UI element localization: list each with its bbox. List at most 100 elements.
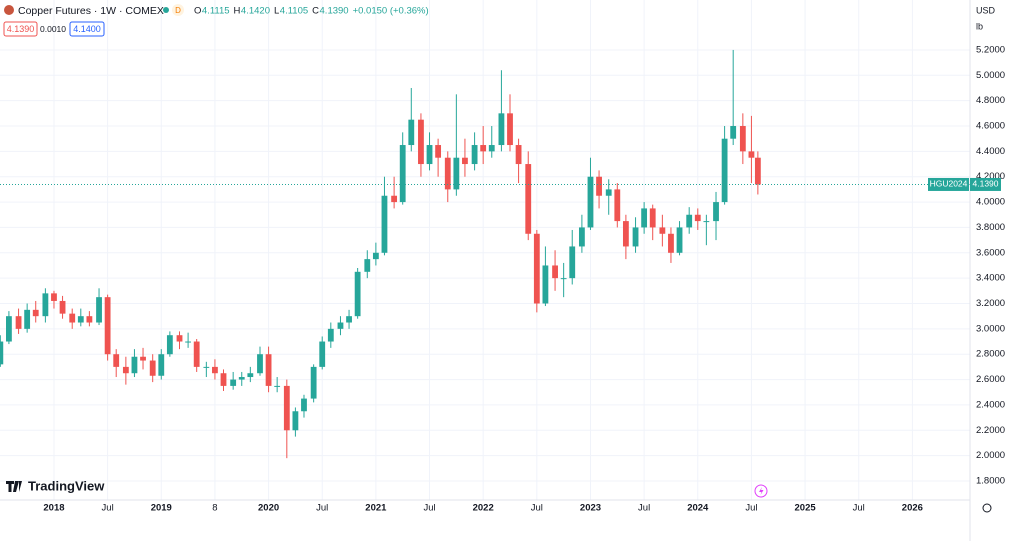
candle-body [238, 377, 245, 380]
candle-body [676, 227, 683, 253]
y-tick-label: 2.8000 [976, 349, 1005, 360]
x-tick-label: 2021 [365, 503, 387, 514]
y-tick-label: 5.2000 [976, 44, 1005, 55]
settings-icon[interactable] [982, 503, 992, 513]
y-tick-label: 5.0000 [976, 70, 1005, 81]
candle-body [444, 157, 451, 190]
candle-body [569, 246, 576, 279]
candle-body [587, 176, 594, 228]
candle-body [0, 341, 4, 365]
y-tick-label: 3.4000 [976, 273, 1005, 284]
unit[interactable]: lb [976, 21, 983, 31]
candle-body [220, 373, 227, 386]
x-tick-label: 2024 [687, 503, 709, 514]
candle-body [86, 316, 93, 323]
candle-body [203, 366, 210, 368]
candle-body [364, 259, 371, 272]
ohlc-legend: O 4.1115 H 4.1420 L 4.1105 C 4.1390 +0.0150 (+0.… [194, 6, 429, 17]
candle-body [408, 119, 415, 146]
ask-tag-box [69, 21, 105, 37]
candle-body [552, 265, 558, 279]
ohlc-key: H [234, 6, 241, 17]
candle-body [113, 354, 120, 367]
candle-body [748, 151, 755, 158]
candle-body [754, 157, 761, 185]
bid-tag-box [3, 21, 38, 37]
candle-body [399, 145, 406, 203]
candle-body [158, 354, 165, 376]
ohlc-value: 4.1105 [280, 6, 308, 17]
x-tick-label: Jul [102, 503, 114, 514]
candle-body [686, 214, 693, 228]
ohlc-key: C [312, 6, 319, 17]
candle-body [283, 385, 290, 431]
ask-tag: 4.1400 [73, 24, 101, 34]
y-tick-label: 4.0000 [976, 197, 1005, 208]
candle-body [525, 164, 532, 234]
candle-body [59, 300, 66, 314]
candle-body [596, 176, 602, 196]
flag-bg [172, 4, 184, 16]
symbol-tag-box [928, 177, 969, 191]
candle-body [721, 138, 728, 203]
candle-body [435, 145, 442, 158]
candle-body [69, 313, 76, 323]
candle-body [327, 328, 334, 342]
candle-body [381, 195, 388, 253]
candle-body [498, 113, 505, 146]
candle-body [533, 233, 540, 304]
x-tick-label: Jul [853, 503, 865, 514]
y-tick-label: 1.8000 [976, 475, 1005, 486]
branding: TradingView [28, 478, 105, 493]
candle-body [104, 297, 111, 355]
candle-body [140, 356, 146, 361]
spread-tag: 0.0010 [40, 24, 66, 34]
candle-body [471, 145, 478, 165]
candle-body [641, 208, 648, 228]
candle-body [193, 341, 200, 367]
ohlc-value: 4.1115 [202, 6, 230, 17]
candle-body [713, 202, 719, 222]
y-tick-label: 3.2000 [976, 298, 1005, 309]
ohlc-key: L [274, 6, 279, 17]
candle-body [730, 126, 737, 139]
candle-body [265, 354, 272, 386]
currency[interactable]: USD [976, 5, 996, 15]
candle-body [176, 335, 183, 342]
candle-body [346, 316, 352, 323]
symbol-tag: HGU2024 [930, 179, 968, 189]
candle-body [292, 411, 299, 431]
candle-body [542, 265, 549, 304]
candle-body [418, 119, 424, 165]
ohlc-value: 4.1420 [241, 6, 270, 17]
y-tick-label: 2.4000 [976, 399, 1005, 410]
candle-body [212, 366, 218, 374]
grid [0, 0, 970, 500]
market-dot [163, 7, 169, 13]
price-tag: 4.1390 [973, 179, 999, 189]
symbol-title[interactable]: Copper Futures · 1W · COMEX [18, 5, 164, 17]
x-tick-label: 2019 [151, 503, 172, 514]
candle-body [372, 252, 379, 260]
x-tick-label: Jul [423, 503, 435, 514]
y-tick-label: 4.4000 [976, 146, 1005, 157]
candle-body [32, 309, 39, 317]
candle-body [354, 271, 361, 317]
candle-body [274, 385, 281, 387]
event-icon[interactable] [754, 484, 768, 498]
brand-logo [6, 481, 22, 492]
candle-body [605, 189, 612, 196]
x-tick-label: 2020 [258, 503, 279, 514]
bid-tag: 4.1390 [7, 24, 35, 34]
y-tick-label: 2.0000 [976, 450, 1005, 461]
candle-body [649, 208, 656, 228]
candle-body [310, 366, 317, 399]
candle-body [668, 233, 674, 253]
candle-body [560, 278, 567, 280]
x-tick-label: 2018 [43, 503, 64, 514]
candle-body [24, 309, 31, 329]
x-tick-label: 2026 [902, 503, 923, 514]
